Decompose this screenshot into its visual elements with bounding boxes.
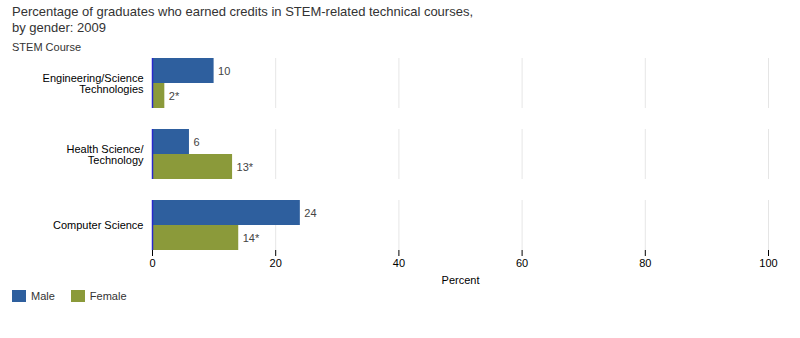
svg-text:Engineering/ScienceTechnologie: Engineering/ScienceTechnologies	[43, 72, 144, 95]
svg-text:6: 6	[193, 136, 199, 148]
svg-text:80: 80	[639, 257, 651, 269]
html-text:Percentage of graduates who ea: Percentage of graduates who earned credi…	[12, 4, 473, 19]
svg-text:10: 10	[218, 65, 230, 77]
html-text:Female: Female	[89, 290, 127, 302]
svg-text:60: 60	[516, 257, 528, 269]
svg-text:24: 24	[304, 207, 316, 219]
svg-text:13*: 13*	[237, 161, 254, 173]
html-text:Male: Male	[31, 290, 55, 302]
svg-text:2*: 2*	[169, 90, 180, 102]
svg-text:20: 20	[270, 257, 282, 269]
html-text:by gender: 2009: by gender: 2009	[12, 20, 106, 35]
svg-text:0: 0	[149, 257, 155, 269]
svg-text:Percent: Percent	[442, 274, 480, 286]
html-text:STEM Course: STEM Course	[12, 41, 82, 53]
svg-text:100: 100	[759, 257, 777, 269]
svg-text:14*: 14*	[243, 232, 260, 244]
svg-text:40: 40	[393, 257, 405, 269]
svg-text:Health Science/Technology: Health Science/Technology	[66, 143, 144, 166]
svg-text:Computer Science: Computer Science	[53, 219, 144, 231]
